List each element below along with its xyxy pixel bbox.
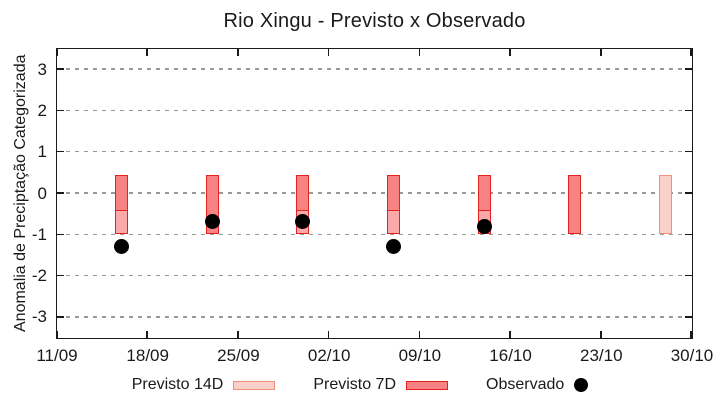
- y-tick-label: 0: [37, 183, 47, 203]
- observed-dot: [476, 218, 492, 234]
- x-tick-label: 23/10: [580, 346, 623, 365]
- chart-legend: Previsto 14D Previsto 7D Observado: [0, 376, 720, 394]
- gridline: [56, 68, 692, 70]
- x-tick-label: 18/09: [126, 346, 169, 365]
- axis-tick: [56, 274, 64, 277]
- y-tick-label: 3: [37, 59, 47, 79]
- previsto-7d-bar: [568, 175, 582, 235]
- axis-tick: [509, 48, 511, 56]
- axis-tick: [684, 233, 692, 236]
- axis-tick: [684, 192, 692, 194]
- legend-item-previsto-14d: Previsto 14D: [132, 376, 276, 394]
- axis-tick: [509, 330, 511, 338]
- axis-tick: [237, 330, 239, 338]
- y-tick-label: -3: [31, 307, 47, 327]
- axis-tick: [684, 109, 692, 112]
- plot-frame: [55, 47, 693, 339]
- gridline: [56, 151, 692, 153]
- axis-tick: [690, 330, 692, 338]
- axis-tick: [56, 316, 64, 318]
- gridline: [56, 316, 692, 318]
- gridline: [56, 274, 692, 277]
- axis-tick: [418, 48, 421, 56]
- previsto-7d-bar: [296, 175, 310, 211]
- axis-tick: [684, 274, 692, 277]
- observed-dot: [204, 214, 220, 230]
- x-tick-label: 11/09: [36, 346, 78, 365]
- gridline: [56, 192, 692, 194]
- axis-tick: [600, 330, 602, 338]
- observed-dot: [113, 239, 129, 255]
- axis-tick: [327, 330, 330, 338]
- axis-tick: [600, 48, 602, 56]
- plot-area: [56, 48, 692, 338]
- legend-item-previsto-7d: Previsto 7D: [313, 376, 449, 394]
- observado-dot-icon: [574, 378, 589, 392]
- legend-label-previsto-7d: Previsto 7D: [313, 376, 397, 393]
- observed-dot: [385, 239, 401, 255]
- previsto-14d-bar: [659, 175, 673, 235]
- axis-tick: [56, 68, 64, 70]
- axis-tick: [56, 109, 64, 112]
- legend-label-observado: Observado: [486, 376, 565, 393]
- y-tick-label: 2: [37, 100, 47, 120]
- axis-tick: [684, 316, 692, 318]
- previsto-7d-bar: [114, 175, 128, 211]
- axis-tick: [237, 48, 239, 56]
- observed-dot: [295, 214, 311, 230]
- x-tick-label: 09/10: [398, 346, 442, 365]
- axis-tick: [327, 48, 330, 56]
- previsto-7d-bar: [386, 175, 400, 211]
- x-tick-label: 25/09: [217, 346, 260, 365]
- previsto-14d-swatch-icon: [233, 380, 276, 390]
- y-tick-label: -1: [31, 224, 47, 244]
- axis-tick: [146, 330, 148, 338]
- axis-tick: [684, 150, 692, 153]
- axis-tick: [56, 48, 58, 56]
- legend-label-previsto-14d: Previsto 14D: [131, 376, 224, 393]
- axis-tick: [690, 48, 692, 56]
- previsto-7d-bar: [477, 175, 491, 211]
- x-tick-label: 16/10: [489, 346, 532, 365]
- legend-item-observado: Observado: [486, 376, 589, 394]
- axis-tick: [56, 150, 64, 153]
- axis-tick: [56, 330, 58, 338]
- axis-tick: [418, 330, 421, 338]
- y-tick-label: 1: [37, 142, 47, 162]
- axis-tick: [56, 192, 64, 194]
- y-tick-label: -2: [31, 266, 47, 286]
- gridline: [56, 109, 692, 112]
- axis-tick: [56, 233, 64, 236]
- x-tick-label: 02/10: [307, 346, 351, 365]
- x-tick-label: 30/10: [670, 346, 714, 365]
- previsto-7d-swatch-icon: [406, 380, 449, 390]
- axis-tick: [146, 48, 148, 56]
- axis-tick: [684, 68, 692, 70]
- gridline: [56, 233, 692, 235]
- chart-title: Rio Xingu - Previsto x Observado: [223, 10, 526, 32]
